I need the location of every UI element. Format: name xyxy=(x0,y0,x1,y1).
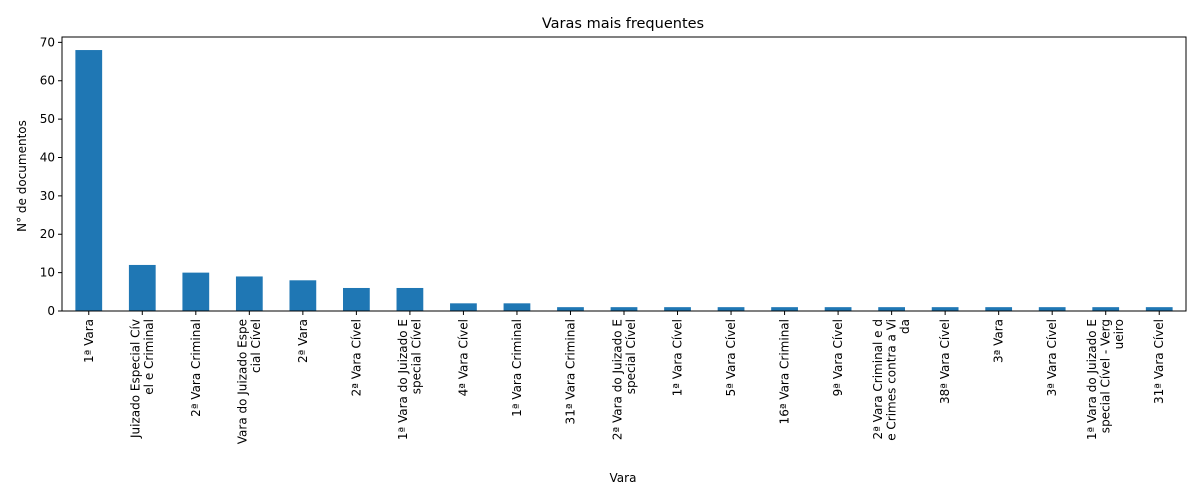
y-tick-label-2: 20 xyxy=(40,227,55,241)
bar-20 xyxy=(1145,307,1173,311)
chart-title: Varas mais frequentes xyxy=(542,16,704,32)
x-tick-label-15: 2ª Vara Criminal e de Crimes contra a Vi… xyxy=(871,319,912,441)
x-tick-label-16: 38ª Vara Cível xyxy=(938,319,952,404)
x-tick-label-0: 1ª Vara xyxy=(82,319,96,363)
y-tick-label-7: 70 xyxy=(40,35,55,49)
x-tick-label-7: 4ª Vara Cível xyxy=(456,319,470,396)
x-tick-label-12: 5ª Vara Cível xyxy=(724,319,738,396)
bar-8 xyxy=(503,303,531,311)
bar-0 xyxy=(75,50,103,312)
plot-frame xyxy=(61,36,1187,312)
bar-16 xyxy=(931,307,959,311)
x-tick-label-2: 2ª Vara Criminal xyxy=(189,319,203,417)
x-tick-label-3: Vara do Juizado Especial Cível xyxy=(236,319,263,444)
bar-18 xyxy=(1038,307,1066,311)
x-axis-title: Vara xyxy=(610,471,637,485)
y-axis: 0 10 20 30 40 50 60 70 xyxy=(40,35,62,318)
bar-5 xyxy=(343,287,370,311)
x-tick-label-6: 1ª Vara do Juizado Especial Cível xyxy=(396,319,424,440)
bar-12 xyxy=(717,307,745,311)
y-tick-label-1: 10 xyxy=(40,266,55,280)
x-tick-label-4: 2ª Vara xyxy=(296,319,310,363)
bar-10 xyxy=(610,307,638,311)
x-tick-label-20: 31ª Vara Cível xyxy=(1152,319,1166,404)
y-tick-label-6: 60 xyxy=(40,74,55,88)
y-axis-title: N° de documentos xyxy=(15,120,29,232)
x-tick-label-13: 16ª Vara Criminal xyxy=(778,319,792,424)
x-tick-label-17: 3ª Vara xyxy=(992,319,1006,363)
bar-1 xyxy=(128,264,156,311)
y-tick-label-5: 50 xyxy=(40,112,55,126)
x-tick-label-5: 2ª Vara Cível xyxy=(349,319,363,396)
x-tick-label-9: 31ª Vara Criminal xyxy=(563,319,577,424)
x-tick-label-19: 1ª Vara do Juizado Especial Cível - Verg… xyxy=(1085,319,1126,440)
bar-9 xyxy=(557,307,584,311)
y-tick-label-3: 30 xyxy=(40,189,55,203)
x-axis: 1ª Vara Juizado Especial Cível e Criminal… xyxy=(82,311,1166,444)
x-tick-label-10: 2ª Vara do Juizado Especial Cível xyxy=(610,319,638,440)
x-tick-label-1: Juizado Especial Cível e Criminal xyxy=(129,319,157,439)
bar-19 xyxy=(1092,307,1120,311)
bar-14 xyxy=(824,307,852,311)
bar-2 xyxy=(182,272,210,311)
y-tick-label-0: 0 xyxy=(47,304,55,318)
bar-11 xyxy=(664,307,691,311)
bar-3 xyxy=(235,276,263,311)
bar-15 xyxy=(878,307,905,311)
bar-4 xyxy=(289,280,317,311)
x-tick-label-11: 1ª Vara Cível xyxy=(671,319,685,396)
bar-13 xyxy=(771,307,798,311)
y-tick-label-4: 40 xyxy=(40,150,55,164)
bars-group xyxy=(75,50,1173,312)
x-tick-label-8: 1ª Vara Criminal xyxy=(510,319,524,417)
bar-7 xyxy=(450,303,477,311)
x-tick-label-18: 3ª Vara Cível xyxy=(1045,319,1059,396)
x-tick-label-14: 9ª Vara Cível xyxy=(831,319,845,396)
bar-6 xyxy=(396,287,424,311)
bar-17 xyxy=(985,307,1013,311)
